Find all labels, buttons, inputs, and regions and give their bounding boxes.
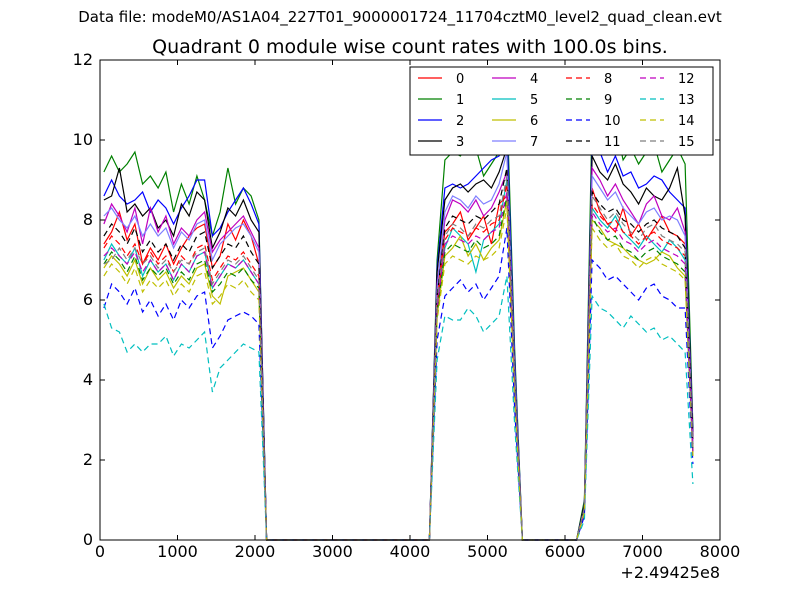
- x-tick-label: 6000: [545, 542, 586, 561]
- series-line-12: [103, 191, 694, 541]
- series-line-10: [103, 227, 694, 541]
- legend-label-0: 0: [456, 72, 464, 87]
- series-line-3: [103, 147, 694, 541]
- series-line-6: [103, 199, 694, 541]
- series-line-7: [103, 151, 694, 541]
- series-line-13: [103, 275, 694, 541]
- y-tick-label: 12: [73, 50, 93, 69]
- legend-label-1: 1: [456, 93, 464, 108]
- legend-label-5: 5: [530, 93, 538, 108]
- legend-label-14: 14: [678, 114, 695, 129]
- y-tick-label: 2: [83, 450, 93, 469]
- legend-label-10: 10: [604, 114, 621, 129]
- legend-label-6: 6: [530, 114, 538, 129]
- series-line-1: [103, 103, 694, 541]
- figure-suptitle: Data file: modeM0/AS1A04_227T01_90000017…: [78, 8, 722, 26]
- x-tick-label: 5000: [467, 542, 508, 561]
- legend-label-8: 8: [604, 72, 612, 87]
- legend-label-12: 12: [678, 72, 695, 87]
- x-tick-label: 4000: [390, 542, 431, 561]
- legend-label-13: 13: [678, 93, 695, 108]
- y-tick-label: 10: [73, 130, 93, 149]
- series-line-5: [103, 179, 694, 541]
- legend-box: [409, 66, 714, 156]
- legend-label-11: 11: [604, 135, 621, 150]
- x-tick-label: 7000: [622, 542, 663, 561]
- y-tick-label: 0: [83, 530, 93, 549]
- y-tick-label: 8: [83, 210, 93, 229]
- plot-lines: [103, 103, 694, 541]
- series-line-15: [103, 175, 694, 541]
- x-tick-label: 2000: [235, 542, 276, 561]
- series-line-0: [103, 187, 694, 541]
- series-line-11: [103, 167, 694, 541]
- series-line-9: [103, 195, 694, 541]
- series-line-14: [103, 207, 694, 541]
- legend-label-9: 9: [604, 93, 612, 108]
- axes: 0 1000 2000 3000 4000 5000 6000 7000 80000246810…: [73, 50, 741, 561]
- legend-label-4: 4: [530, 72, 538, 87]
- series-line-2: [103, 127, 694, 541]
- legend-label-2: 2: [456, 114, 464, 129]
- legend-label-7: 7: [530, 135, 538, 150]
- legend-label-3: 3: [456, 135, 464, 150]
- y-tick-label: 6: [83, 290, 93, 309]
- legend-label-15: 15: [678, 135, 695, 150]
- x-offset-label: +2.49425e8: [620, 563, 720, 582]
- x-tick-label: 8000: [700, 542, 741, 561]
- x-tick-label: 3000: [312, 542, 353, 561]
- series-line-4: [103, 166, 694, 541]
- chart-title: Quadrant 0 module wise count rates with …: [152, 36, 668, 58]
- x-tick-label: 1000: [157, 542, 198, 561]
- series-line-8: [103, 183, 694, 541]
- x-tick-label: 0: [95, 542, 105, 561]
- y-tick-label: 4: [83, 370, 93, 389]
